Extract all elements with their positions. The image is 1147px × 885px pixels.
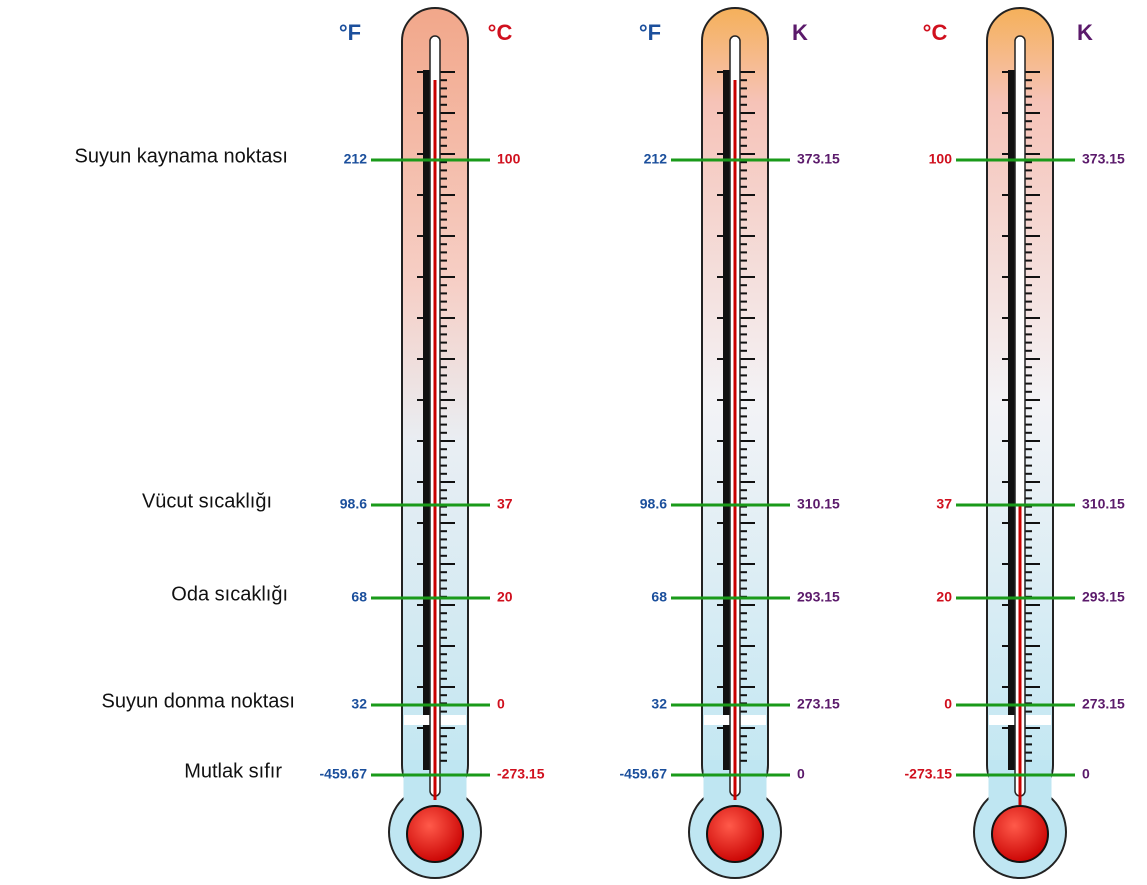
value-left: 98.6 — [640, 496, 667, 512]
thermometer: °C K 100 373.15 37 310.15 20 293.15 0 273.15 -273.… — [905, 8, 1126, 878]
mercury — [1019, 505, 1022, 805]
value-right: 293.15 — [1082, 589, 1125, 605]
value-right: 0 — [797, 766, 805, 782]
row-label: Oda sıcaklığı — [171, 583, 288, 605]
unit-right: °C — [488, 20, 513, 45]
thermometer: °F K 212 373.15 98.6 310.15 68 293.15 32 273.15 -4… — [620, 8, 841, 878]
value-left: 32 — [651, 696, 667, 712]
unit-right: K — [792, 20, 808, 45]
value-left: 98.6 — [340, 496, 367, 512]
value-right: 273.15 — [1082, 696, 1125, 712]
unit-left: °F — [339, 20, 361, 45]
value-right: 273.15 — [797, 696, 840, 712]
value-left: 212 — [344, 151, 368, 167]
value-left: 68 — [651, 589, 667, 605]
value-right: 100 — [497, 151, 521, 167]
value-right: 37 — [497, 496, 513, 512]
value-right: 0 — [1082, 766, 1090, 782]
value-left: 20 — [936, 589, 952, 605]
value-right: 310.15 — [797, 496, 840, 512]
row-label: Vücut sıcaklığı — [142, 490, 272, 512]
bulb — [407, 806, 463, 862]
row-label: Mutlak sıfır — [184, 760, 282, 782]
value-right: 0 — [497, 696, 505, 712]
value-left: 37 — [936, 496, 952, 512]
value-left: -459.67 — [620, 766, 668, 782]
value-left: -459.67 — [320, 766, 368, 782]
bulb — [707, 806, 763, 862]
unit-right: K — [1077, 20, 1093, 45]
value-right: 373.15 — [1082, 151, 1125, 167]
value-right: 373.15 — [797, 151, 840, 167]
unit-left: °C — [923, 20, 948, 45]
row-label: Suyun kaynama noktası — [75, 145, 288, 167]
unit-left: °F — [639, 20, 661, 45]
value-left: 212 — [644, 151, 668, 167]
thermometer: °F °C 212 100 98.6 37 68 20 32 0 -459.67 -273.15 — [320, 8, 545, 878]
value-left: -273.15 — [905, 766, 953, 782]
mercury — [434, 80, 437, 800]
mercury — [734, 80, 737, 800]
value-left: 68 — [351, 589, 367, 605]
value-left: 32 — [351, 696, 367, 712]
row-label: Suyun donma noktası — [102, 690, 295, 712]
diagram: Suyun kaynama noktası Vücut sıcaklığı Oda … — [0, 0, 1147, 885]
value-right: 310.15 — [1082, 496, 1125, 512]
value-right: 293.15 — [797, 589, 840, 605]
bulb — [992, 806, 1048, 862]
value-left: 100 — [929, 151, 953, 167]
value-right: 20 — [497, 589, 513, 605]
value-right: -273.15 — [497, 766, 545, 782]
value-left: 0 — [944, 696, 952, 712]
